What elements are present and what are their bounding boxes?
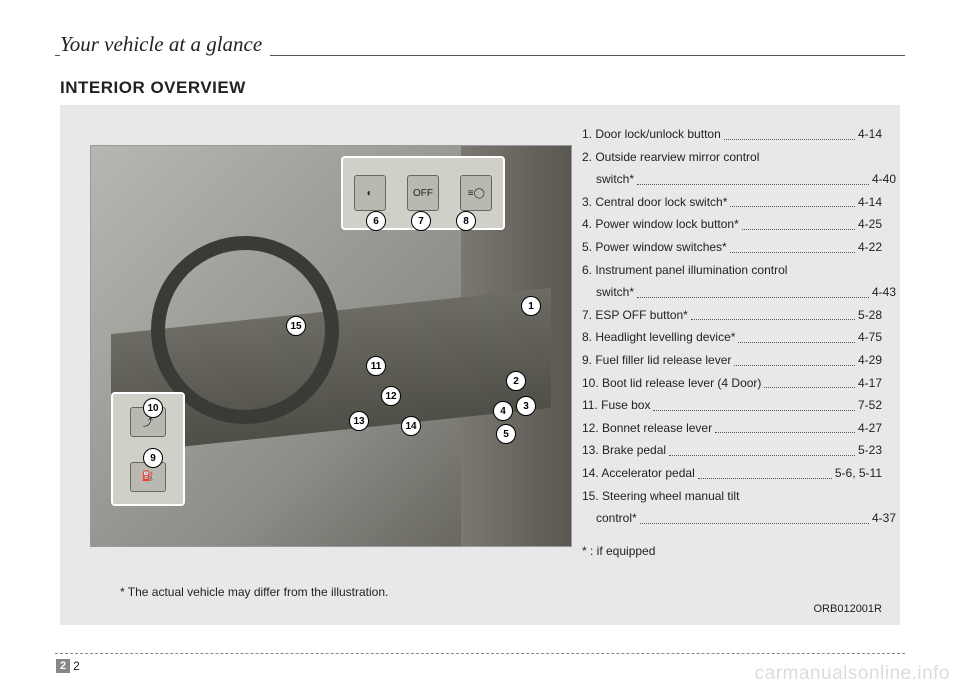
list-page-ref: 4-37 xyxy=(872,509,896,528)
callout-10: 10 xyxy=(143,398,163,418)
list-label: 10. Boot lid release lever (4 Door) xyxy=(582,374,761,393)
list-label: 9. Fuel filler lid release lever xyxy=(582,351,731,370)
leader-dots xyxy=(742,215,855,230)
callout-15: 15 xyxy=(286,316,306,336)
list-sublabel: switch* xyxy=(596,283,634,302)
list-item: 10. Boot lid release lever (4 Door) 4-17 xyxy=(582,374,882,393)
figure-caption: * The actual vehicle may differ from the… xyxy=(120,585,388,599)
list-page-ref: 4-75 xyxy=(858,328,882,347)
list-sublabel: switch* xyxy=(596,170,634,189)
list-item: 11. Fuse box 7-52 xyxy=(582,396,882,415)
list-page-ref: 4-14 xyxy=(858,125,882,144)
illum-dial-icon: ◐ xyxy=(354,175,386,211)
list-label: 4. Power window lock button* xyxy=(582,215,739,234)
list-page-ref: 4-14 xyxy=(858,193,882,212)
esp-off-icon: OFF xyxy=(407,175,439,211)
list-page-ref: 4-17 xyxy=(858,374,882,393)
leader-dots xyxy=(640,509,869,524)
list-page-ref: 4-25 xyxy=(858,215,882,234)
list-label: 11. Fuse box xyxy=(582,396,650,415)
callout-9: 9 xyxy=(143,448,163,468)
list-label: 8. Headlight levelling device* xyxy=(582,328,735,347)
leader-dots xyxy=(637,283,869,298)
list-item: 2. Outside rearview mirror control xyxy=(582,148,882,167)
list-item: 7. ESP OFF button* 5-28 xyxy=(582,306,882,325)
list-item: 13. Brake pedal 5-23 xyxy=(582,441,882,460)
list-item: 14. Accelerator pedal 5-6, 5-11 xyxy=(582,464,882,483)
headlight-level-icon: ≡◯ xyxy=(460,175,492,211)
leader-dots xyxy=(764,374,855,389)
list-page-ref: 5-23 xyxy=(858,441,882,460)
list-item: 1. Door lock/unlock button 4-14 xyxy=(582,125,882,144)
list-page-ref: 4-43 xyxy=(872,283,896,302)
page-number: 2 xyxy=(73,659,80,673)
callout-1: 1 xyxy=(521,296,541,316)
leader-dots xyxy=(734,351,855,366)
callout-3: 3 xyxy=(516,396,536,416)
list-item: 12. Bonnet release lever 4-27 xyxy=(582,419,882,438)
callout-11: 11 xyxy=(366,356,386,376)
list-item: 5. Power window switches* 4-22 xyxy=(582,238,882,257)
list-label: 15. Steering wheel manual tilt xyxy=(582,487,739,506)
leader-dots xyxy=(669,441,855,456)
list-footnote: * : if equipped xyxy=(582,542,882,561)
list-page-ref: 4-40 xyxy=(872,170,896,189)
list-item-sub: control* 4-37 xyxy=(582,509,896,528)
list-label: 3. Central door lock switch* xyxy=(582,193,727,212)
list-page-ref: 5-28 xyxy=(858,306,882,325)
leader-dots xyxy=(653,396,854,411)
list-page-ref: 5-6, 5-11 xyxy=(835,464,882,483)
section-title: Your vehicle at a glance xyxy=(60,32,270,57)
callout-7: 7 xyxy=(411,211,431,231)
list-item: 6. Instrument panel illumination control xyxy=(582,261,882,280)
callout-13: 13 xyxy=(349,411,369,431)
list-item: 9. Fuel filler lid release lever 4-29 xyxy=(582,351,882,370)
callout-6: 6 xyxy=(366,211,386,231)
list-label: 7. ESP OFF button* xyxy=(582,306,688,325)
list-item: 3. Central door lock switch* 4-14 xyxy=(582,193,882,212)
list-label: 1. Door lock/unlock button xyxy=(582,125,721,144)
leader-dots xyxy=(724,125,855,140)
figure-panel: ◐ OFF ≡◯ 6 7 8 ⤴ ⛽ 10 9 1 2 3 4 5 15 11 … xyxy=(60,105,900,625)
leader-dots xyxy=(730,193,855,208)
list-label: 6. Instrument panel illumination control xyxy=(582,261,787,280)
list-item-sub: switch* 4-40 xyxy=(582,170,896,189)
watermark: carmanualsonline.info xyxy=(755,663,950,685)
list-label: 2. Outside rearview mirror control xyxy=(582,148,759,167)
leader-dots xyxy=(738,328,855,343)
callout-2: 2 xyxy=(506,371,526,391)
list-page-ref: 7-52 xyxy=(858,396,882,415)
leader-dots xyxy=(637,170,869,185)
leader-dots xyxy=(715,419,855,434)
list-label: 14. Accelerator pedal xyxy=(582,464,695,483)
list-sublabel: control* xyxy=(596,509,637,528)
interior-illustration: ◐ OFF ≡◯ 6 7 8 ⤴ ⛽ 10 9 1 2 3 4 5 15 11 … xyxy=(90,145,572,547)
feature-list: 1. Door lock/unlock button 4-14 2. Outside… xyxy=(582,125,882,560)
list-item: 15. Steering wheel manual tilt xyxy=(582,487,882,506)
callout-4: 4 xyxy=(493,401,513,421)
callout-12: 12 xyxy=(381,386,401,406)
list-item: 8. Headlight levelling device* 4-75 xyxy=(582,328,882,347)
callout-14: 14 xyxy=(401,416,421,436)
footer-rule xyxy=(55,653,905,654)
list-page-ref: 4-29 xyxy=(858,351,882,370)
callout-5: 5 xyxy=(496,424,516,444)
leader-dots xyxy=(698,464,832,479)
chapter-tab: 2 xyxy=(56,659,70,673)
list-page-ref: 4-22 xyxy=(858,238,882,257)
list-page-ref: 4-27 xyxy=(858,419,882,438)
callout-8: 8 xyxy=(456,211,476,231)
figure-code: ORB012001R xyxy=(814,603,883,615)
footer-page-number: 2 2 xyxy=(56,659,80,673)
list-label: 12. Bonnet release lever xyxy=(582,419,712,438)
list-item-sub: switch* 4-43 xyxy=(582,283,896,302)
leader-dots xyxy=(730,238,855,253)
list-item: 4. Power window lock button* 4-25 xyxy=(582,215,882,234)
list-label: 13. Brake pedal xyxy=(582,441,666,460)
list-label: 5. Power window switches* xyxy=(582,238,727,257)
leader-dots xyxy=(691,306,855,321)
page-heading: INTERIOR OVERVIEW xyxy=(60,78,246,98)
